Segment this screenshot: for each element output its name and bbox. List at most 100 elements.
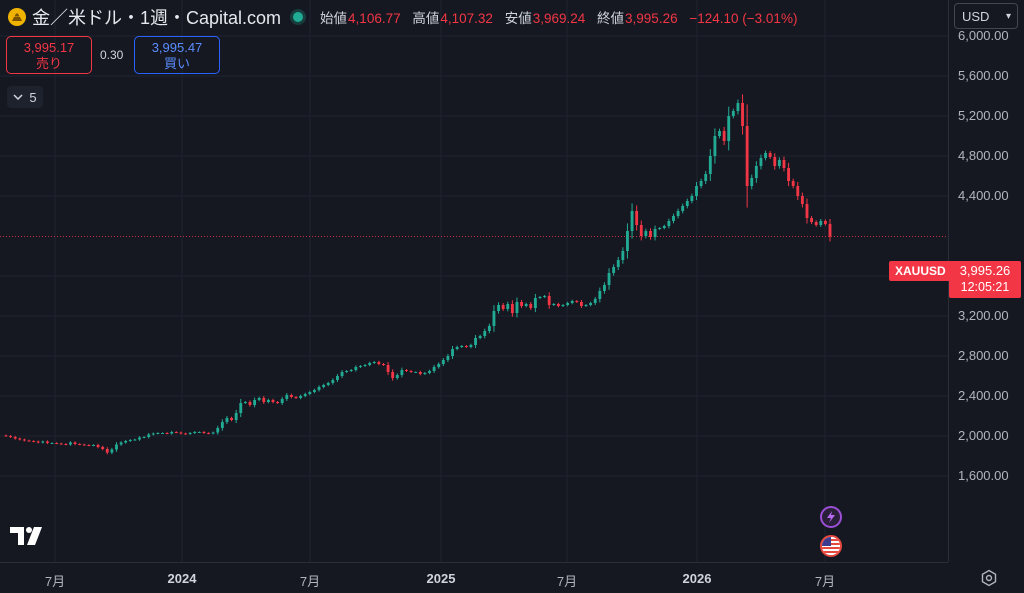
candle-body <box>64 444 68 445</box>
price-tick-label: 2,400.00 <box>958 388 1009 403</box>
candle <box>142 436 146 439</box>
candle-body <box>18 438 22 440</box>
candle-body <box>382 364 385 365</box>
candle-body <box>331 380 335 383</box>
candle-body <box>69 442 72 445</box>
candle <box>515 297 519 318</box>
candle <box>704 170 708 185</box>
symbol-title[interactable]: 金／米ドル・1週・Capital.com <box>32 8 282 28</box>
candle-body <box>423 373 427 374</box>
candle-body <box>455 347 459 349</box>
candle <box>188 432 192 435</box>
candle-body <box>363 365 367 366</box>
chart-area[interactable] <box>0 0 948 562</box>
candle-body <box>460 346 464 347</box>
candle-body <box>520 302 524 306</box>
candle-body <box>441 360 445 364</box>
candle <box>810 216 814 224</box>
candle-body <box>345 371 349 372</box>
gold-logo-icon[interactable] <box>8 8 26 26</box>
candle-body <box>276 402 280 403</box>
candle <box>538 296 542 299</box>
candle-body <box>138 437 141 440</box>
candle-body <box>50 443 54 444</box>
candle <box>41 440 45 444</box>
candle <box>754 161 758 183</box>
candle <box>418 370 422 376</box>
candle <box>36 440 40 444</box>
price-tick-label: 2,800.00 <box>958 348 1009 363</box>
candle <box>598 287 602 303</box>
candle-body <box>653 229 657 237</box>
candle <box>644 228 648 239</box>
candle <box>322 383 326 389</box>
candle <box>547 292 551 309</box>
candle-body <box>386 365 390 372</box>
settings-icon[interactable] <box>978 568 1000 588</box>
candle-body <box>570 301 574 303</box>
candle <box>616 256 620 271</box>
candle-body <box>193 432 197 433</box>
candle-body <box>322 385 326 387</box>
candle-body <box>128 440 132 441</box>
buy-label: 買い <box>163 56 190 71</box>
ohlc-open-label: 始値 <box>320 11 348 26</box>
candle <box>128 439 132 442</box>
lightning-icon[interactable] <box>820 506 842 528</box>
candle-body <box>635 211 639 225</box>
candle-body <box>616 260 620 267</box>
candle <box>713 128 717 164</box>
us-flag-icon[interactable] <box>820 535 842 557</box>
time-axis[interactable]: 7月 2024 7月 2025 7月 2026 7月 <box>0 562 948 593</box>
candle-body <box>676 211 680 216</box>
candle <box>409 370 413 373</box>
candle-body <box>32 441 36 442</box>
candle-body <box>377 362 381 364</box>
candle-body <box>73 442 77 444</box>
candle <box>193 431 197 434</box>
candle <box>487 323 491 334</box>
candle <box>621 247 625 264</box>
bar-countdown: 12:05:21 <box>960 280 1010 294</box>
candle <box>432 365 436 373</box>
candle-body <box>538 297 542 298</box>
candle-body <box>667 221 671 226</box>
candle-body <box>395 375 399 378</box>
candle-body <box>161 433 164 434</box>
price-tick-label: 1,600.00 <box>958 468 1009 483</box>
candle-body <box>612 267 616 273</box>
candle-body <box>805 204 809 218</box>
candle <box>695 181 698 201</box>
candle <box>759 154 763 170</box>
candle <box>184 432 187 435</box>
candle-body <box>501 305 505 309</box>
candle-body <box>695 186 698 196</box>
candle-body <box>736 103 740 111</box>
candle <box>271 398 275 404</box>
candle <box>423 372 427 375</box>
candlestick-plot[interactable] <box>0 0 948 562</box>
candle-body <box>87 445 91 446</box>
candle <box>220 419 224 431</box>
candle-body <box>285 395 289 399</box>
candle <box>165 432 169 435</box>
candle <box>741 94 744 135</box>
sell-button[interactable]: 3,995.17 売り <box>6 36 92 74</box>
candle <box>78 443 82 446</box>
candle <box>474 334 477 349</box>
indicators-toggle-button[interactable]: 5 <box>7 86 43 108</box>
candle-body <box>787 168 790 181</box>
candle <box>662 224 666 230</box>
candle <box>478 334 482 340</box>
tradingview-logo-icon[interactable] <box>10 526 46 551</box>
candle <box>372 361 376 364</box>
candle-body <box>225 418 229 422</box>
candle <box>225 416 229 424</box>
currency-selector[interactable]: USD ▾ <box>954 3 1018 29</box>
candle-body <box>336 376 339 380</box>
buy-button[interactable]: 3,995.47 買い <box>134 36 220 74</box>
candle <box>377 360 381 366</box>
candle <box>612 264 616 276</box>
candle <box>653 225 657 241</box>
candle-body <box>727 116 731 141</box>
